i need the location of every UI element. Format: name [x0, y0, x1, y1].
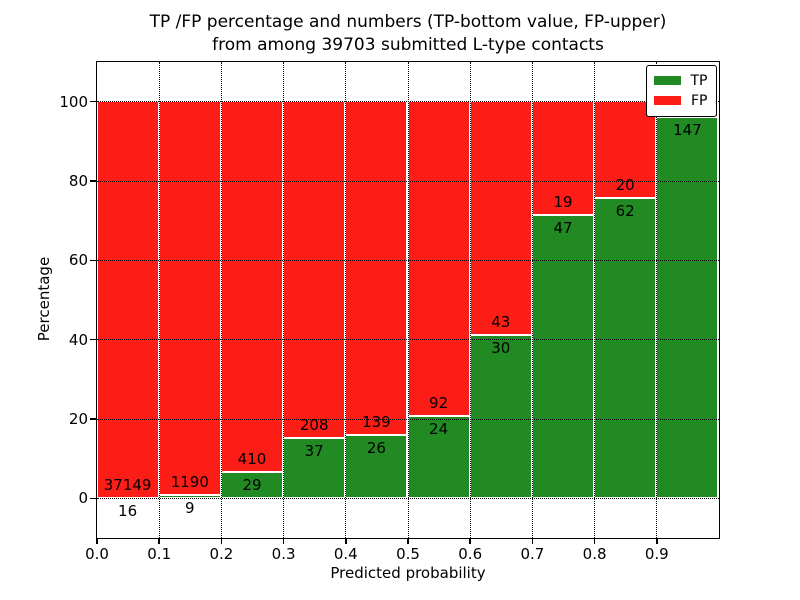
- y-tick-label: 60: [68, 251, 88, 270]
- fp-count-label: 92: [429, 393, 449, 412]
- chart-title-line-2: from among 39703 submitted L-type contac…: [212, 35, 604, 55]
- chart-title: TP /FP percentage and numbers (TP-bottom…: [97, 11, 719, 57]
- x-tick-label: 0.5: [396, 545, 420, 563]
- fp-count-label: 410: [237, 449, 267, 468]
- bar-segment-tp: [656, 116, 719, 498]
- legend-swatch-fp: [653, 96, 681, 105]
- tp-count-label: 37: [304, 441, 324, 460]
- bar-segment-tp: [469, 334, 532, 498]
- y-tick-label: 0: [78, 489, 88, 508]
- gridline-vertical: [158, 61, 160, 538]
- bar-segment-fp: [469, 101, 532, 335]
- x-tick-mark: [407, 538, 409, 544]
- y-tick-mark: [90, 338, 96, 341]
- x-tick-label: 0.4: [333, 545, 358, 563]
- tp-count-label: 30: [491, 338, 511, 357]
- chart-title-line-1: TP /FP percentage and numbers (TP-bottom…: [149, 12, 667, 32]
- y-tick-mark: [90, 100, 96, 103]
- fp-count-label: 20: [615, 175, 635, 194]
- plot-area: 37149 16 1190 9 410 29 208 37 139 26 92 24 43 30 19 47 2…: [95, 60, 720, 539]
- legend: TP FP: [645, 64, 717, 117]
- tp-count-label: 9: [185, 498, 195, 517]
- x-tick-mark: [345, 538, 347, 544]
- legend-label: FP: [691, 92, 708, 109]
- x-tick-label: 0.9: [644, 545, 669, 563]
- y-tick-label: 100: [59, 92, 88, 111]
- x-tick-label: 0.1: [147, 545, 172, 563]
- x-tick-mark: [282, 538, 285, 544]
- gridline-horizontal: [96, 259, 719, 261]
- y-tick-mark: [90, 259, 96, 262]
- gridline-horizontal: [96, 497, 719, 499]
- bar-segment-tp: [283, 437, 346, 498]
- y-tick-mark: [90, 180, 96, 182]
- x-tick-label: 0.2: [209, 545, 234, 563]
- fp-count-label: 208: [299, 415, 329, 434]
- gridline-vertical: [220, 61, 222, 538]
- tp-count-label: 62: [615, 201, 635, 220]
- gridline-vertical: [531, 61, 533, 538]
- tp-count-label: 26: [366, 439, 386, 458]
- x-tick-mark: [469, 538, 471, 544]
- legend-label: TP: [690, 72, 708, 89]
- gridline-vertical: [407, 61, 409, 538]
- tp-count-label: 147: [673, 120, 702, 139]
- tp-count-label: 29: [242, 475, 262, 494]
- gridline-horizontal: [96, 101, 719, 103]
- x-tick-mark: [593, 538, 596, 544]
- gridline-horizontal: [96, 180, 719, 182]
- bar-segment-fp: [96, 101, 159, 498]
- x-tick-mark: [96, 538, 98, 544]
- y-tick-mark: [90, 497, 96, 500]
- gridline-vertical: [656, 61, 658, 538]
- fp-count-label: 19: [553, 193, 573, 212]
- x-tick-label: 0.8: [582, 545, 607, 563]
- bars-layer: [96, 62, 719, 538]
- x-axis-label: Predicted probability: [330, 564, 486, 582]
- y-tick-label: 80: [68, 172, 88, 190]
- bar-segment-fp: [220, 101, 284, 472]
- fp-count-label: 43: [491, 312, 511, 331]
- gridline-horizontal: [96, 418, 719, 420]
- gridline-horizontal: [96, 339, 719, 341]
- x-tick-mark: [656, 538, 658, 544]
- y-axis-label: Percentage: [35, 256, 53, 342]
- tp-count-label: 16: [118, 501, 138, 520]
- tp-count-label: 24: [429, 419, 449, 438]
- bar-segment-tp: [531, 215, 595, 498]
- tp-count-label: 47: [553, 219, 573, 238]
- gridline-vertical: [345, 61, 347, 538]
- fp-count-label: 37149: [103, 475, 152, 494]
- x-tick-mark: [220, 538, 223, 544]
- legend-entry-tp: TP: [653, 71, 708, 91]
- bar-segment-fp: [407, 101, 470, 416]
- bar-segment-tp: [220, 471, 284, 498]
- x-tick-label: 0.0: [85, 545, 109, 563]
- x-tick-label: 0.7: [520, 545, 545, 563]
- x-tick-mark: [531, 538, 534, 544]
- legend-swatch-tp: [653, 76, 681, 85]
- grid-layer: [96, 61, 719, 538]
- legend-entry-fp: FP: [653, 91, 708, 111]
- gridline-vertical: [283, 61, 285, 538]
- x-tick-label: 0.6: [458, 545, 483, 563]
- gridline-vertical: [594, 61, 596, 538]
- annotations-layer: 37149 16 1190 9 410 29 208 37 139 26 92 24 43 30 19 47 2…: [97, 62, 719, 538]
- fp-count-label: 1190: [170, 472, 209, 491]
- fp-count-label: 139: [362, 413, 391, 432]
- x-tick-label: 0.3: [271, 545, 296, 563]
- y-tick-mark: [90, 418, 96, 420]
- y-tick-label: 40: [68, 330, 88, 349]
- gridline-vertical: [469, 61, 471, 538]
- x-tick-mark: [158, 538, 160, 544]
- y-tick-label: 20: [68, 410, 88, 428]
